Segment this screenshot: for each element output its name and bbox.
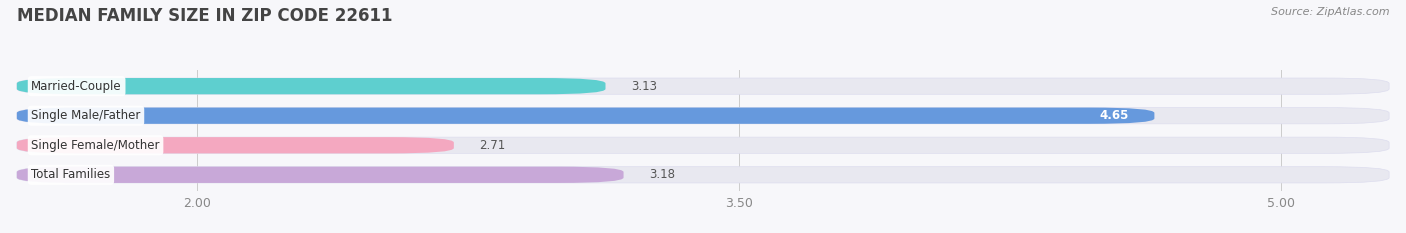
FancyBboxPatch shape (17, 78, 606, 94)
Text: Source: ZipAtlas.com: Source: ZipAtlas.com (1271, 7, 1389, 17)
FancyBboxPatch shape (17, 137, 1389, 153)
Text: 4.65: 4.65 (1099, 109, 1129, 122)
FancyBboxPatch shape (17, 167, 623, 183)
Text: 3.13: 3.13 (631, 80, 657, 93)
FancyBboxPatch shape (17, 78, 1389, 94)
Text: Single Female/Mother: Single Female/Mother (31, 139, 160, 152)
Text: Married-Couple: Married-Couple (31, 80, 122, 93)
Text: MEDIAN FAMILY SIZE IN ZIP CODE 22611: MEDIAN FAMILY SIZE IN ZIP CODE 22611 (17, 7, 392, 25)
FancyBboxPatch shape (17, 108, 1389, 124)
FancyBboxPatch shape (17, 167, 1389, 183)
Text: 2.71: 2.71 (479, 139, 505, 152)
FancyBboxPatch shape (17, 137, 454, 153)
Text: Single Male/Father: Single Male/Father (31, 109, 141, 122)
FancyBboxPatch shape (17, 108, 1154, 124)
Text: 3.18: 3.18 (648, 168, 675, 181)
Text: Total Families: Total Families (31, 168, 111, 181)
